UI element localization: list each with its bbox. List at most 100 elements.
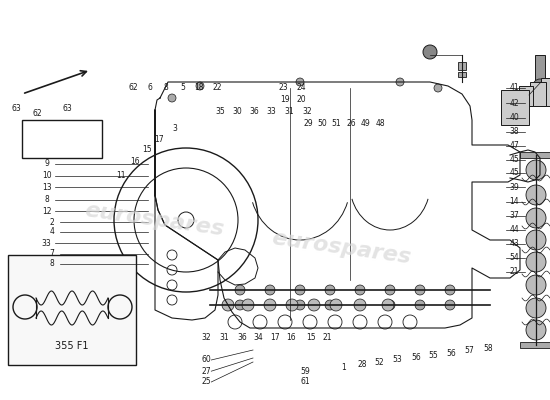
- Text: 18: 18: [194, 83, 204, 92]
- Text: 43: 43: [509, 240, 519, 248]
- Text: 29: 29: [303, 119, 313, 128]
- Text: 61: 61: [300, 378, 310, 386]
- Circle shape: [385, 285, 395, 295]
- Text: 41: 41: [509, 84, 519, 92]
- Circle shape: [434, 84, 442, 92]
- Text: 60: 60: [201, 356, 211, 364]
- Circle shape: [526, 298, 546, 318]
- Circle shape: [286, 299, 298, 311]
- Text: 31: 31: [219, 334, 229, 342]
- Text: 21: 21: [509, 268, 519, 276]
- Text: 12: 12: [42, 207, 52, 216]
- Bar: [535, 55, 545, 83]
- Bar: [520, 152, 550, 158]
- Text: 48: 48: [376, 119, 386, 128]
- Text: 52: 52: [375, 358, 384, 367]
- Text: 47: 47: [509, 142, 519, 150]
- Text: 20: 20: [296, 95, 306, 104]
- Text: 8: 8: [164, 83, 168, 92]
- Text: 39: 39: [509, 183, 519, 192]
- Text: 62: 62: [128, 83, 138, 92]
- Text: 33: 33: [42, 239, 52, 248]
- Text: 8: 8: [50, 260, 54, 268]
- Text: 50: 50: [317, 119, 327, 128]
- Text: 44: 44: [509, 226, 519, 234]
- Circle shape: [396, 78, 404, 86]
- Circle shape: [526, 208, 546, 228]
- Text: 35: 35: [215, 108, 225, 116]
- Circle shape: [526, 160, 546, 180]
- Text: 25: 25: [201, 378, 211, 386]
- Circle shape: [382, 299, 394, 311]
- Bar: [520, 342, 550, 348]
- Text: 55: 55: [428, 351, 438, 360]
- Text: 56: 56: [411, 354, 421, 362]
- Text: 45: 45: [509, 168, 519, 177]
- Bar: [22, 120, 102, 158]
- Text: 37: 37: [509, 212, 519, 220]
- Circle shape: [526, 185, 546, 205]
- Bar: [458, 62, 466, 70]
- Circle shape: [325, 300, 335, 310]
- Text: 38: 38: [509, 128, 519, 136]
- Circle shape: [265, 285, 275, 295]
- Text: 19: 19: [280, 95, 290, 104]
- Text: 51: 51: [332, 119, 342, 128]
- Circle shape: [325, 285, 335, 295]
- Text: 30: 30: [233, 108, 243, 116]
- Text: 8: 8: [45, 196, 49, 204]
- Circle shape: [196, 82, 204, 90]
- Text: 2: 2: [50, 218, 54, 226]
- Text: 355 F1: 355 F1: [55, 341, 89, 351]
- Circle shape: [445, 285, 455, 295]
- Text: 3: 3: [173, 124, 177, 133]
- Text: 63: 63: [12, 104, 21, 113]
- Text: 62: 62: [32, 110, 42, 118]
- Circle shape: [526, 252, 546, 272]
- Text: 59: 59: [300, 367, 310, 376]
- Circle shape: [168, 94, 176, 102]
- Text: 17: 17: [155, 135, 164, 144]
- Text: 33: 33: [267, 108, 277, 116]
- Circle shape: [526, 275, 546, 295]
- Text: eurospares: eurospares: [270, 228, 412, 268]
- Circle shape: [533, 79, 547, 93]
- Text: 16: 16: [287, 334, 296, 342]
- Text: 32: 32: [201, 334, 211, 342]
- Circle shape: [222, 299, 234, 311]
- Circle shape: [264, 299, 276, 311]
- Text: 24: 24: [296, 83, 306, 92]
- Text: 56: 56: [446, 349, 456, 358]
- Text: 45: 45: [509, 156, 519, 164]
- Text: 40: 40: [509, 114, 519, 122]
- Text: 27: 27: [201, 367, 211, 376]
- Text: 36: 36: [237, 334, 247, 342]
- Circle shape: [242, 299, 254, 311]
- Text: 17: 17: [270, 334, 280, 342]
- Text: 1: 1: [342, 363, 346, 372]
- Circle shape: [295, 300, 305, 310]
- Text: 34: 34: [254, 334, 263, 342]
- Circle shape: [296, 78, 304, 86]
- Text: 15: 15: [142, 146, 152, 154]
- Text: 54: 54: [509, 254, 519, 262]
- Text: 57: 57: [464, 346, 474, 355]
- Text: 10: 10: [42, 172, 52, 180]
- Text: 22: 22: [212, 83, 222, 92]
- Text: 5: 5: [180, 83, 185, 92]
- Text: eurospares: eurospares: [83, 200, 225, 240]
- Bar: [530, 82, 546, 106]
- Bar: [458, 72, 466, 77]
- Circle shape: [526, 320, 546, 340]
- Circle shape: [415, 300, 425, 310]
- Text: 26: 26: [346, 119, 356, 128]
- Circle shape: [354, 299, 366, 311]
- Bar: [8, 255, 136, 365]
- Text: 23: 23: [278, 83, 288, 92]
- Circle shape: [423, 45, 437, 59]
- Text: 28: 28: [357, 360, 367, 369]
- Circle shape: [355, 285, 365, 295]
- Circle shape: [385, 300, 395, 310]
- Text: 58: 58: [483, 344, 493, 353]
- Text: 42: 42: [509, 99, 519, 108]
